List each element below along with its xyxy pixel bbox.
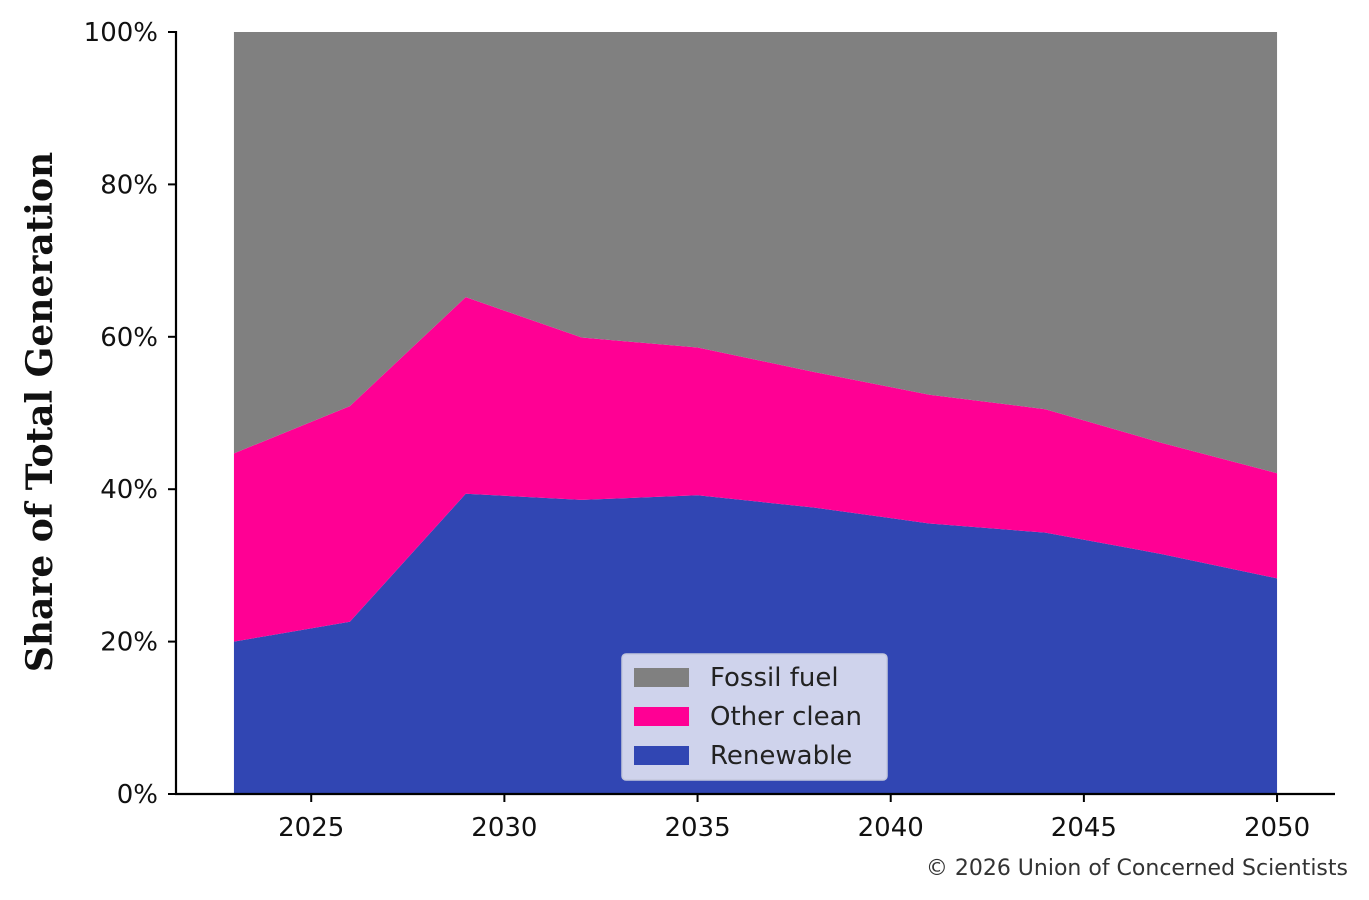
y-tick-label: 40% <box>100 475 158 505</box>
area-other-clean <box>233 297 1278 642</box>
x-ticks: 2025 2030 2035 2040 2045 2050 <box>278 794 1310 843</box>
copyright-credit: © 2026 Union of Concerned Scientists <box>926 856 1348 881</box>
legend-swatch-other-clean <box>634 707 689 726</box>
y-axis-label: Share of Total Generation <box>19 152 61 672</box>
x-tick-label: 2035 <box>664 813 730 843</box>
legend-label-renewable: Renewable <box>710 741 852 771</box>
x-tick-label: 2040 <box>858 813 924 843</box>
chart-areas <box>233 32 1278 794</box>
y-tick-label: 80% <box>100 170 158 200</box>
y-ticks: 0% 20% 40% 60% 80% 100% <box>84 18 176 810</box>
legend-label-fossil-fuel: Fossil fuel <box>710 663 839 693</box>
y-tick-label: 20% <box>100 628 158 658</box>
legend-swatch-fossil-fuel <box>634 668 689 687</box>
x-tick-label: 2025 <box>278 813 344 843</box>
x-tick-label: 2050 <box>1244 813 1310 843</box>
y-tick-label: 0% <box>117 780 158 810</box>
legend: Fossil fuel Other clean Renewable <box>621 653 888 781</box>
area-fossil-fuel <box>233 32 1278 474</box>
x-tick-label: 2045 <box>1051 813 1117 843</box>
area-renewable <box>233 493 1278 794</box>
y-tick-label: 60% <box>100 323 158 353</box>
x-tick-label: 2030 <box>471 813 537 843</box>
legend-swatch-renewable <box>634 746 689 765</box>
legend-label-other-clean: Other clean <box>710 702 862 732</box>
y-tick-label: 100% <box>84 18 158 48</box>
chart-axes <box>174 31 1335 796</box>
